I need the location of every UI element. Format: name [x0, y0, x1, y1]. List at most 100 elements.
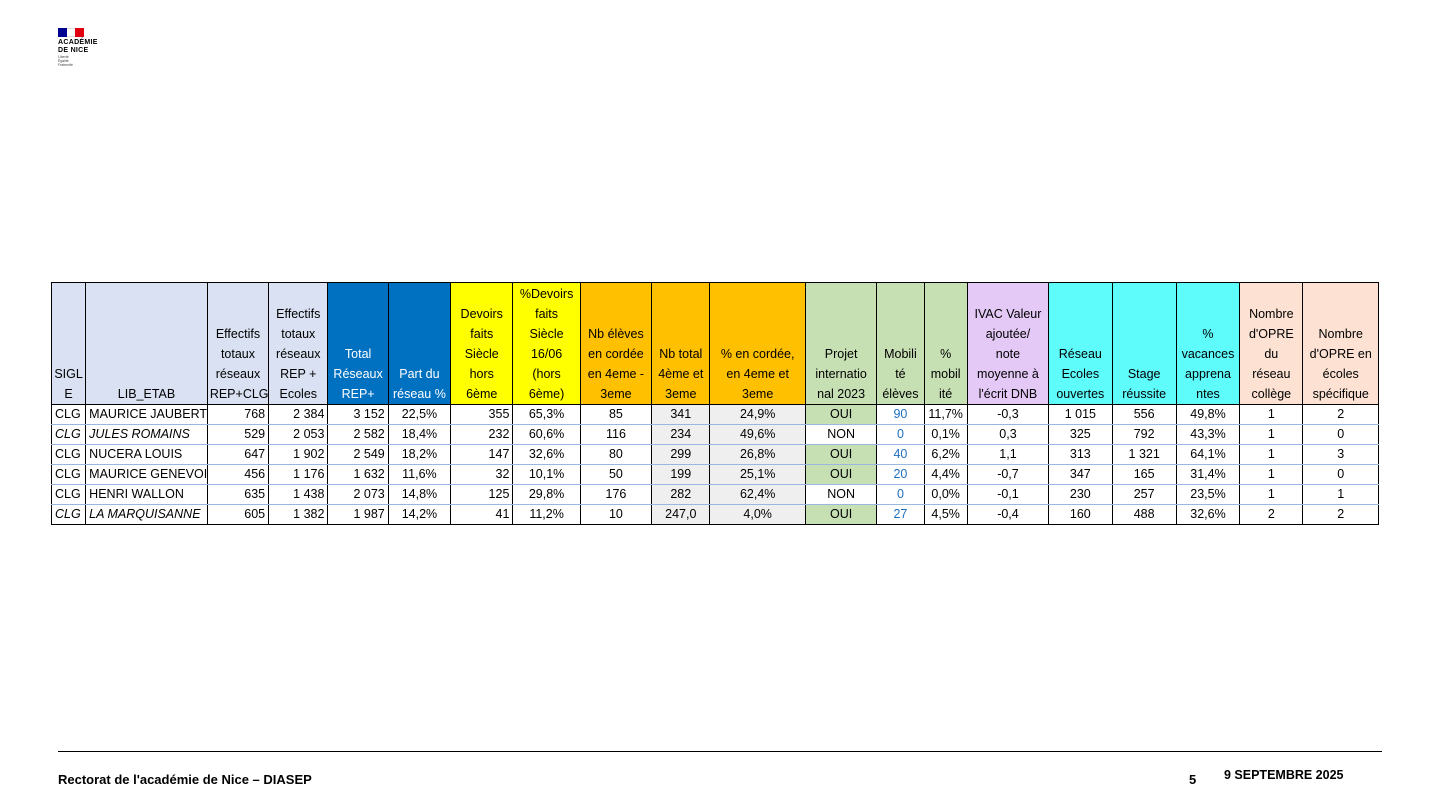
logo-line1: ACADÉMIE — [58, 39, 98, 46]
academie-logo: ACADÉMIE DE NICE Liberté Égalité Fratern… — [58, 28, 128, 67]
cell-projet-international: OUI — [804, 504, 878, 525]
flag-white — [66, 28, 76, 37]
cell-devoirs-faits: 355 — [450, 404, 514, 425]
logo-line2: DE NICE — [58, 47, 89, 54]
footer-organization: Rectorat de l'académie de Nice – DIASEP — [58, 772, 312, 787]
cell-mobilite: 20 — [876, 464, 925, 485]
cell-effectifs-clg: 647 — [206, 444, 270, 465]
cell-pct-cordee: 25,1% — [709, 464, 806, 485]
cell-opre-college: 1 — [1239, 484, 1304, 505]
cell-pct-mobilite: 6,2% — [923, 444, 968, 465]
cell-devoirs-faits: 32 — [450, 464, 514, 485]
cell-ecoles-ouvertes: 325 — [1048, 424, 1113, 445]
cell-nb-total-4-3: 247,0 — [651, 504, 711, 525]
cell-pct-cordee: 26,8% — [709, 444, 806, 465]
header-mobilite: Mobili té élèves — [876, 282, 925, 405]
logo-line4: Égalité — [58, 59, 69, 63]
header-opre-college: Nombre d'OPRE du réseau collège — [1239, 282, 1304, 405]
cell-pct-mobilite: 4,4% — [923, 464, 968, 485]
cell-projet-international: OUI — [804, 464, 878, 485]
cell-opre-ecoles: 1 — [1302, 484, 1379, 505]
cell-nb-total-4-3: 341 — [651, 404, 711, 425]
cell-lib-etab: HENRI WALLON — [85, 484, 208, 505]
cell-pct-devoirs-faits: 11,2% — [512, 504, 581, 525]
table-row: CLG JULES ROMAINS 529 2 053 2 582 18,4% 232 60,… — [50, 424, 1379, 445]
cell-total-reseaux: 3 152 — [327, 404, 389, 425]
cell-effectifs-clg: 529 — [206, 424, 270, 445]
cell-lib-etab: MAURICE JAUBERT — [85, 404, 208, 425]
logo-line3: Liberté — [58, 55, 69, 59]
cell-lib-etab: LA MARQUISANNE — [85, 504, 208, 525]
cell-nb-cordee: 116 — [579, 424, 653, 445]
cell-ecoles-ouvertes: 1 015 — [1048, 404, 1113, 425]
table-row: CLG MAURICE JAUBERT 768 2 384 3 152 22,5% 355 6… — [50, 404, 1379, 425]
header-nb-total-4-3: Nb total 4ème et 3eme — [651, 282, 711, 405]
cell-effectifs-ecoles: 2 384 — [268, 404, 329, 425]
cell-vacances-apprenantes: 64,1% — [1175, 444, 1241, 465]
flag-red — [75, 28, 85, 37]
cell-ecoles-ouvertes: 347 — [1048, 464, 1113, 485]
header-sigle: SIGL E — [50, 282, 87, 405]
cell-mobilite: 27 — [876, 504, 925, 525]
cell-opre-college: 1 — [1239, 404, 1304, 425]
page-number: 5 — [1189, 772, 1197, 787]
cell-effectifs-clg: 605 — [206, 504, 270, 525]
cell-pct-devoirs-faits: 10,1% — [512, 464, 581, 485]
cell-stage-reussite: 1 321 — [1111, 444, 1177, 465]
cell-part-reseau: 18,2% — [387, 444, 452, 465]
cell-part-reseau: 22,5% — [387, 404, 452, 425]
cell-nb-total-4-3: 282 — [651, 484, 711, 505]
cell-pct-cordee: 4,0% — [709, 504, 806, 525]
header-pct-devoirs-faits: %Devoirs faits Siècle 16/06 (hors 6ème) — [512, 282, 581, 405]
cell-opre-ecoles: 0 — [1302, 464, 1379, 485]
cell-effectifs-ecoles: 1 438 — [268, 484, 329, 505]
cell-ivac: 0,3 — [966, 424, 1050, 445]
cell-pct-mobilite: 11,7% — [923, 404, 968, 425]
cell-vacances-apprenantes: 23,5% — [1175, 484, 1241, 505]
cell-devoirs-faits: 232 — [450, 424, 514, 445]
header-row: SIGL E LIB_ETAB Effectifs totaux réseaux… — [50, 282, 1379, 405]
cell-mobilite: 90 — [876, 404, 925, 425]
header-part-reseau: Part du réseau % — [387, 282, 452, 405]
cell-opre-college: 2 — [1239, 504, 1304, 525]
cell-opre-ecoles: 2 — [1302, 404, 1379, 425]
cell-ivac: -0,7 — [966, 464, 1050, 485]
cell-effectifs-ecoles: 2 053 — [268, 424, 329, 445]
cell-pct-mobilite: 0,1% — [923, 424, 968, 445]
cell-opre-ecoles: 2 — [1302, 504, 1379, 525]
header-effectifs-clg: Effectifs totaux réseaux REP+CLG — [206, 282, 270, 405]
network-data-table: SIGL E LIB_ETAB Effectifs totaux réseaux… — [50, 282, 1379, 525]
cell-total-reseaux: 2 549 — [327, 444, 389, 465]
cell-total-reseaux: 1 987 — [327, 504, 389, 525]
table-row: CLG HENRI WALLON 635 1 438 2 073 14,8% 125 29,8… — [50, 484, 1379, 505]
cell-pct-devoirs-faits: 60,6% — [512, 424, 581, 445]
cell-nb-cordee: 10 — [579, 504, 653, 525]
cell-total-reseaux: 2 073 — [327, 484, 389, 505]
cell-effectifs-ecoles: 1 176 — [268, 464, 329, 485]
french-flag-icon — [58, 28, 85, 37]
footer-date: 9 SEPTEMBRE 2025 — [1224, 768, 1344, 782]
cell-vacances-apprenantes: 43,3% — [1175, 424, 1241, 445]
cell-opre-ecoles: 3 — [1302, 444, 1379, 465]
cell-lib-etab: NUCERA LOUIS — [85, 444, 208, 465]
cell-pct-mobilite: 0,0% — [923, 484, 968, 505]
cell-pct-cordee: 24,9% — [709, 404, 806, 425]
cell-nb-cordee: 50 — [579, 464, 653, 485]
cell-pct-cordee: 62,4% — [709, 484, 806, 505]
cell-nb-total-4-3: 199 — [651, 464, 711, 485]
cell-effectifs-clg: 456 — [206, 464, 270, 485]
cell-ivac: -0,1 — [966, 484, 1050, 505]
table-row: CLG NUCERA LOUIS 647 1 902 2 549 18,2% 147 32,6… — [50, 444, 1379, 465]
header-projet-international: Projet internatio nal 2023 — [804, 282, 878, 405]
table-row: CLG LA MARQUISANNE 605 1 382 1 987 14,2% 41 11,… — [50, 504, 1379, 525]
cell-nb-total-4-3: 299 — [651, 444, 711, 465]
cell-stage-reussite: 165 — [1111, 464, 1177, 485]
cell-total-reseaux: 1 632 — [327, 464, 389, 485]
cell-nb-cordee: 176 — [579, 484, 653, 505]
cell-effectifs-ecoles: 1 382 — [268, 504, 329, 525]
cell-devoirs-faits: 41 — [450, 504, 514, 525]
cell-ivac: -0,4 — [966, 504, 1050, 525]
header-devoirs-faits: Devoirs faits Siècle hors 6ème — [450, 282, 514, 405]
cell-sigle: CLG — [50, 504, 87, 525]
header-ecoles-ouvertes: Réseau Ecoles ouvertes — [1048, 282, 1113, 405]
